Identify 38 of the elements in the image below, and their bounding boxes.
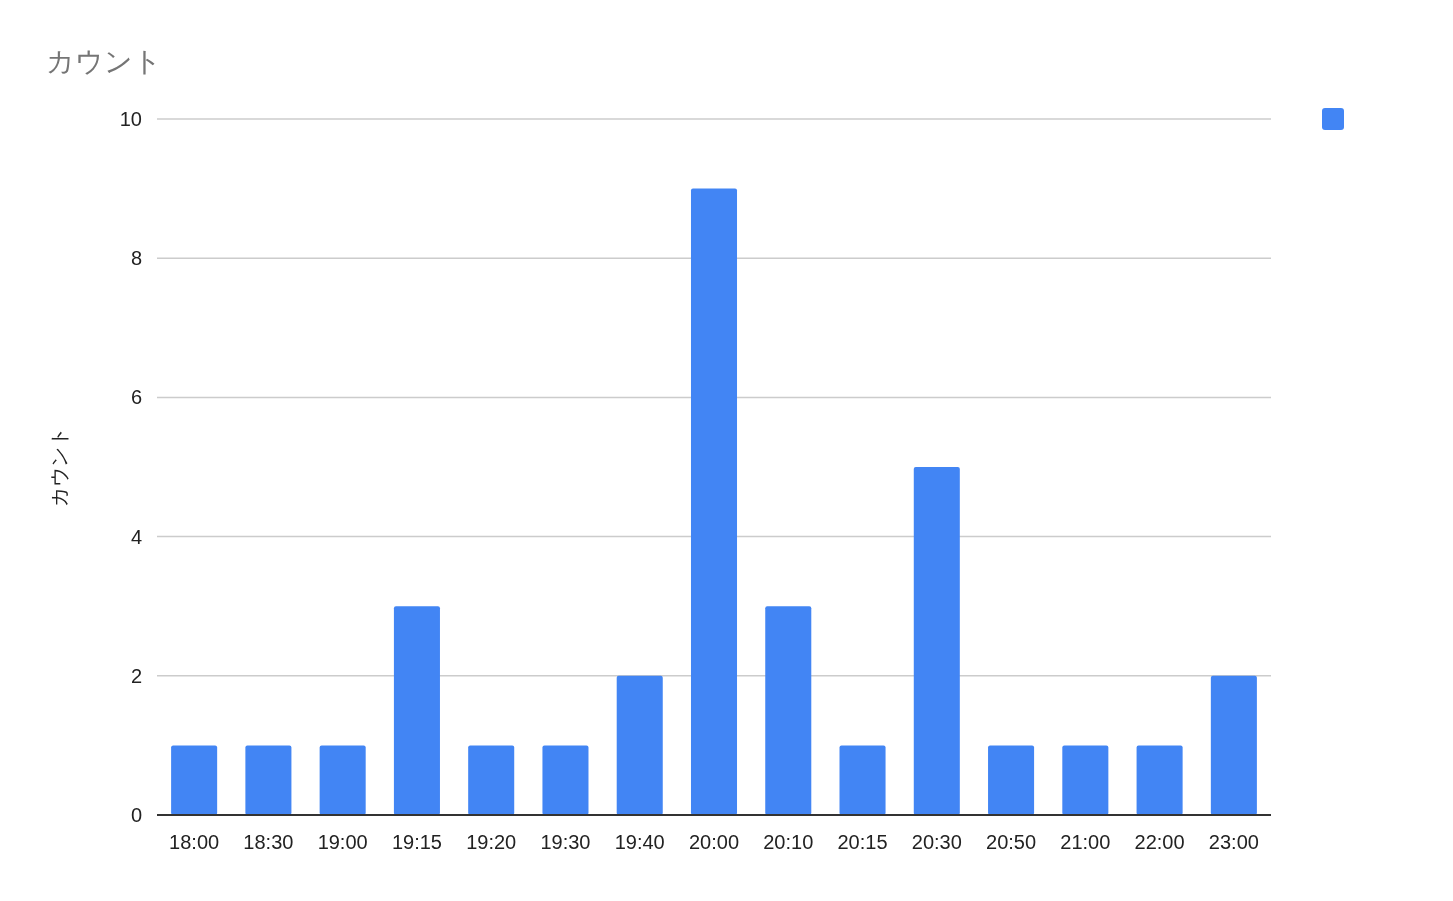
bar [171, 745, 218, 815]
x-tick-label: 20:50 [986, 831, 1037, 853]
y-tick-label: 2 [130, 664, 142, 687]
x-tick-label: 18:00 [169, 831, 220, 853]
y-tick-label: 6 [130, 386, 142, 409]
bar [1136, 745, 1183, 815]
bar [913, 467, 960, 815]
bar [1062, 745, 1109, 815]
x-tick-label: 19:30 [540, 831, 591, 853]
x-tick-label: 21:00 [1060, 831, 1111, 853]
y-tick-label: 8 [130, 247, 142, 270]
x-tick-label: 18:30 [243, 831, 294, 853]
bar [616, 675, 663, 815]
x-tick-label: 20:30 [911, 831, 962, 853]
y-tick-label: 0 [130, 804, 142, 826]
bar [839, 745, 886, 815]
chart-title: カウント [46, 46, 162, 77]
bar [988, 745, 1035, 815]
bar [542, 745, 589, 815]
bar [245, 745, 292, 815]
x-tick-label: 22:00 [1134, 831, 1185, 853]
bar [765, 606, 812, 815]
x-tick-label: 19:20 [466, 831, 517, 853]
bar [690, 188, 738, 815]
y-tick-label: 10 [119, 108, 142, 130]
bar [1210, 675, 1257, 815]
x-tick-label: 19:00 [317, 831, 368, 853]
x-tick-label: 19:40 [614, 831, 665, 853]
x-tick-label: 19:15 [391, 831, 442, 853]
bar [393, 606, 440, 815]
x-tick-label: 23:00 [1208, 831, 1259, 853]
bar [319, 745, 366, 815]
x-tick-label: 20:10 [763, 831, 814, 853]
y-tick-label: 4 [130, 525, 142, 548]
bar [468, 745, 515, 815]
x-tick-label: 20:15 [837, 831, 888, 853]
y-axis-title: カウント [48, 427, 70, 507]
x-tick-label: 20:00 [688, 831, 740, 853]
